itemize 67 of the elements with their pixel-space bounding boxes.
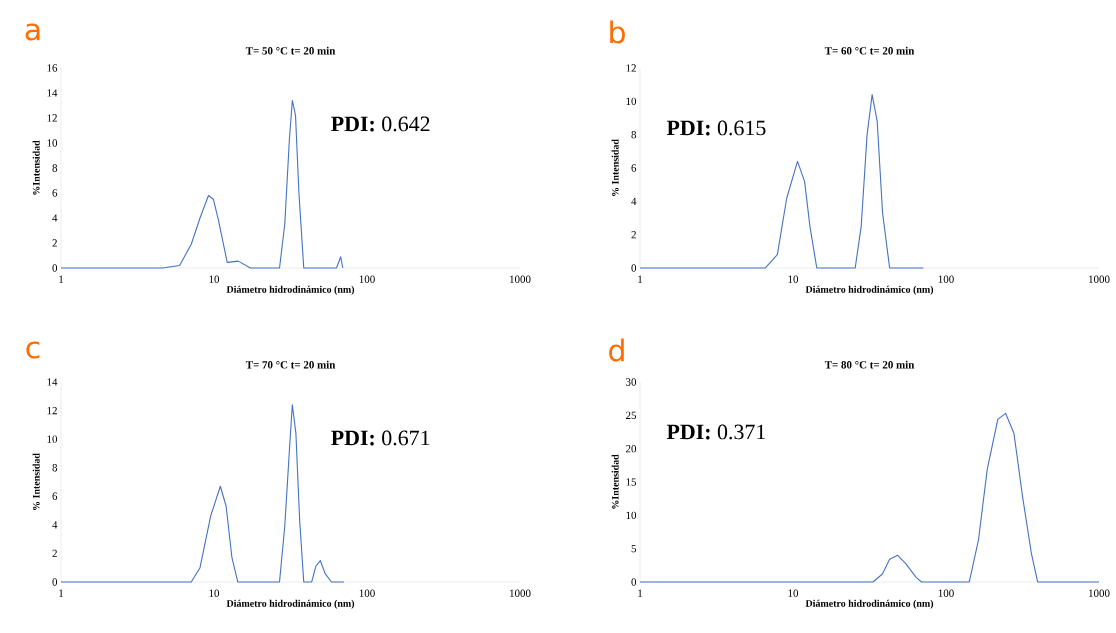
x-axis-title: Diámetro hidrodinámico (nm) xyxy=(805,599,934,609)
y-axis-title: %Intensidad xyxy=(611,454,619,509)
y-tick-label: 15 xyxy=(626,478,637,486)
x-tick-label: 10 xyxy=(788,589,799,597)
x-tick-label: 10 xyxy=(209,275,220,283)
y-tick-label: 2 xyxy=(52,239,57,247)
y-axis-title: % Intensidad xyxy=(32,453,40,510)
x-tick-label: 100 xyxy=(938,275,954,283)
y-tick-label: 4 xyxy=(52,521,58,529)
x-axis-title: Diámetro hidrodinámico (nm) xyxy=(226,285,355,295)
y-tick-label: 25 xyxy=(626,411,637,419)
text: d xyxy=(609,338,624,362)
y-tick-label: 4 xyxy=(52,214,58,222)
y-tick-label: 8 xyxy=(631,130,637,139)
x-axis-title: Diámetro hidrodinámico (nm) xyxy=(226,599,355,609)
y-tick-label: 20 xyxy=(626,444,637,453)
chart-title: T= 50 °C t= 20 min xyxy=(245,46,336,55)
y-tick-label: 8 xyxy=(52,164,58,172)
x-tick-label: 1000 xyxy=(1089,589,1110,597)
x-tick-label: 10 xyxy=(788,275,799,283)
y-tick-label: 2 xyxy=(631,231,636,239)
x-tick-label: 100 xyxy=(359,589,375,597)
x-tick-label: 1 xyxy=(638,275,643,283)
text: c xyxy=(26,341,40,359)
text: a xyxy=(25,23,40,41)
y-tick-label: 6 xyxy=(52,492,58,500)
x-tick-label: 1000 xyxy=(1089,275,1110,283)
y-tick-label: 0 xyxy=(52,578,58,586)
y-axis-title: %Intensidad xyxy=(32,140,40,195)
x-tick-label: 1 xyxy=(59,275,64,283)
y-tick-label: 10 xyxy=(626,511,637,520)
chart-title: T= 70 °C t= 20 min xyxy=(245,360,336,369)
annotation: PDI: 0.371 xyxy=(666,424,765,440)
x-tick-label: 100 xyxy=(359,275,375,283)
y-tick-label: 2 xyxy=(52,549,57,558)
x-axis-title: Diámetro hidrodinámico (nm) xyxy=(805,285,934,295)
x-tick-label: 1 xyxy=(59,589,64,597)
y-axis-title: % Intensidad xyxy=(611,139,619,196)
y-tick-label: 30 xyxy=(626,378,637,386)
y-tick-label: 8 xyxy=(52,464,58,472)
x-tick-label: 1000 xyxy=(510,275,531,283)
annotation: PDI: 0.615 xyxy=(666,120,766,136)
y-tick-label: 14 xyxy=(47,378,58,386)
y-tick-label: 14 xyxy=(47,89,58,97)
x-tick-label: 10 xyxy=(209,589,220,597)
y-tick-label: 12 xyxy=(626,64,636,72)
y-tick-label: 10 xyxy=(626,97,637,106)
annotation: PDI: 0.642 xyxy=(331,116,430,132)
y-tick-label: 0 xyxy=(631,264,637,272)
y-tick-label: 10 xyxy=(47,139,58,147)
y-tick-label: 12 xyxy=(47,406,57,415)
x-tick-label: 1000 xyxy=(510,589,531,597)
y-tick-label: 6 xyxy=(52,189,58,197)
y-tick-label: 0 xyxy=(631,578,637,586)
chart-title: T= 60 °C t= 20 min xyxy=(824,46,915,55)
y-tick-label: 12 xyxy=(47,114,57,122)
annotation: PDI: 0.671 xyxy=(331,430,430,446)
y-tick-label: 4 xyxy=(631,197,637,205)
x-tick-label: 1 xyxy=(638,589,643,597)
text: b xyxy=(610,20,625,44)
chart-title: T= 80 °C t= 20 min xyxy=(824,360,915,369)
y-tick-label: 16 xyxy=(47,64,58,72)
y-tick-label: 5 xyxy=(631,545,637,553)
y-tick-label: 10 xyxy=(47,435,58,443)
y-tick-label: 0 xyxy=(52,264,58,272)
y-tick-label: 6 xyxy=(631,164,637,172)
x-tick-label: 100 xyxy=(938,589,954,597)
